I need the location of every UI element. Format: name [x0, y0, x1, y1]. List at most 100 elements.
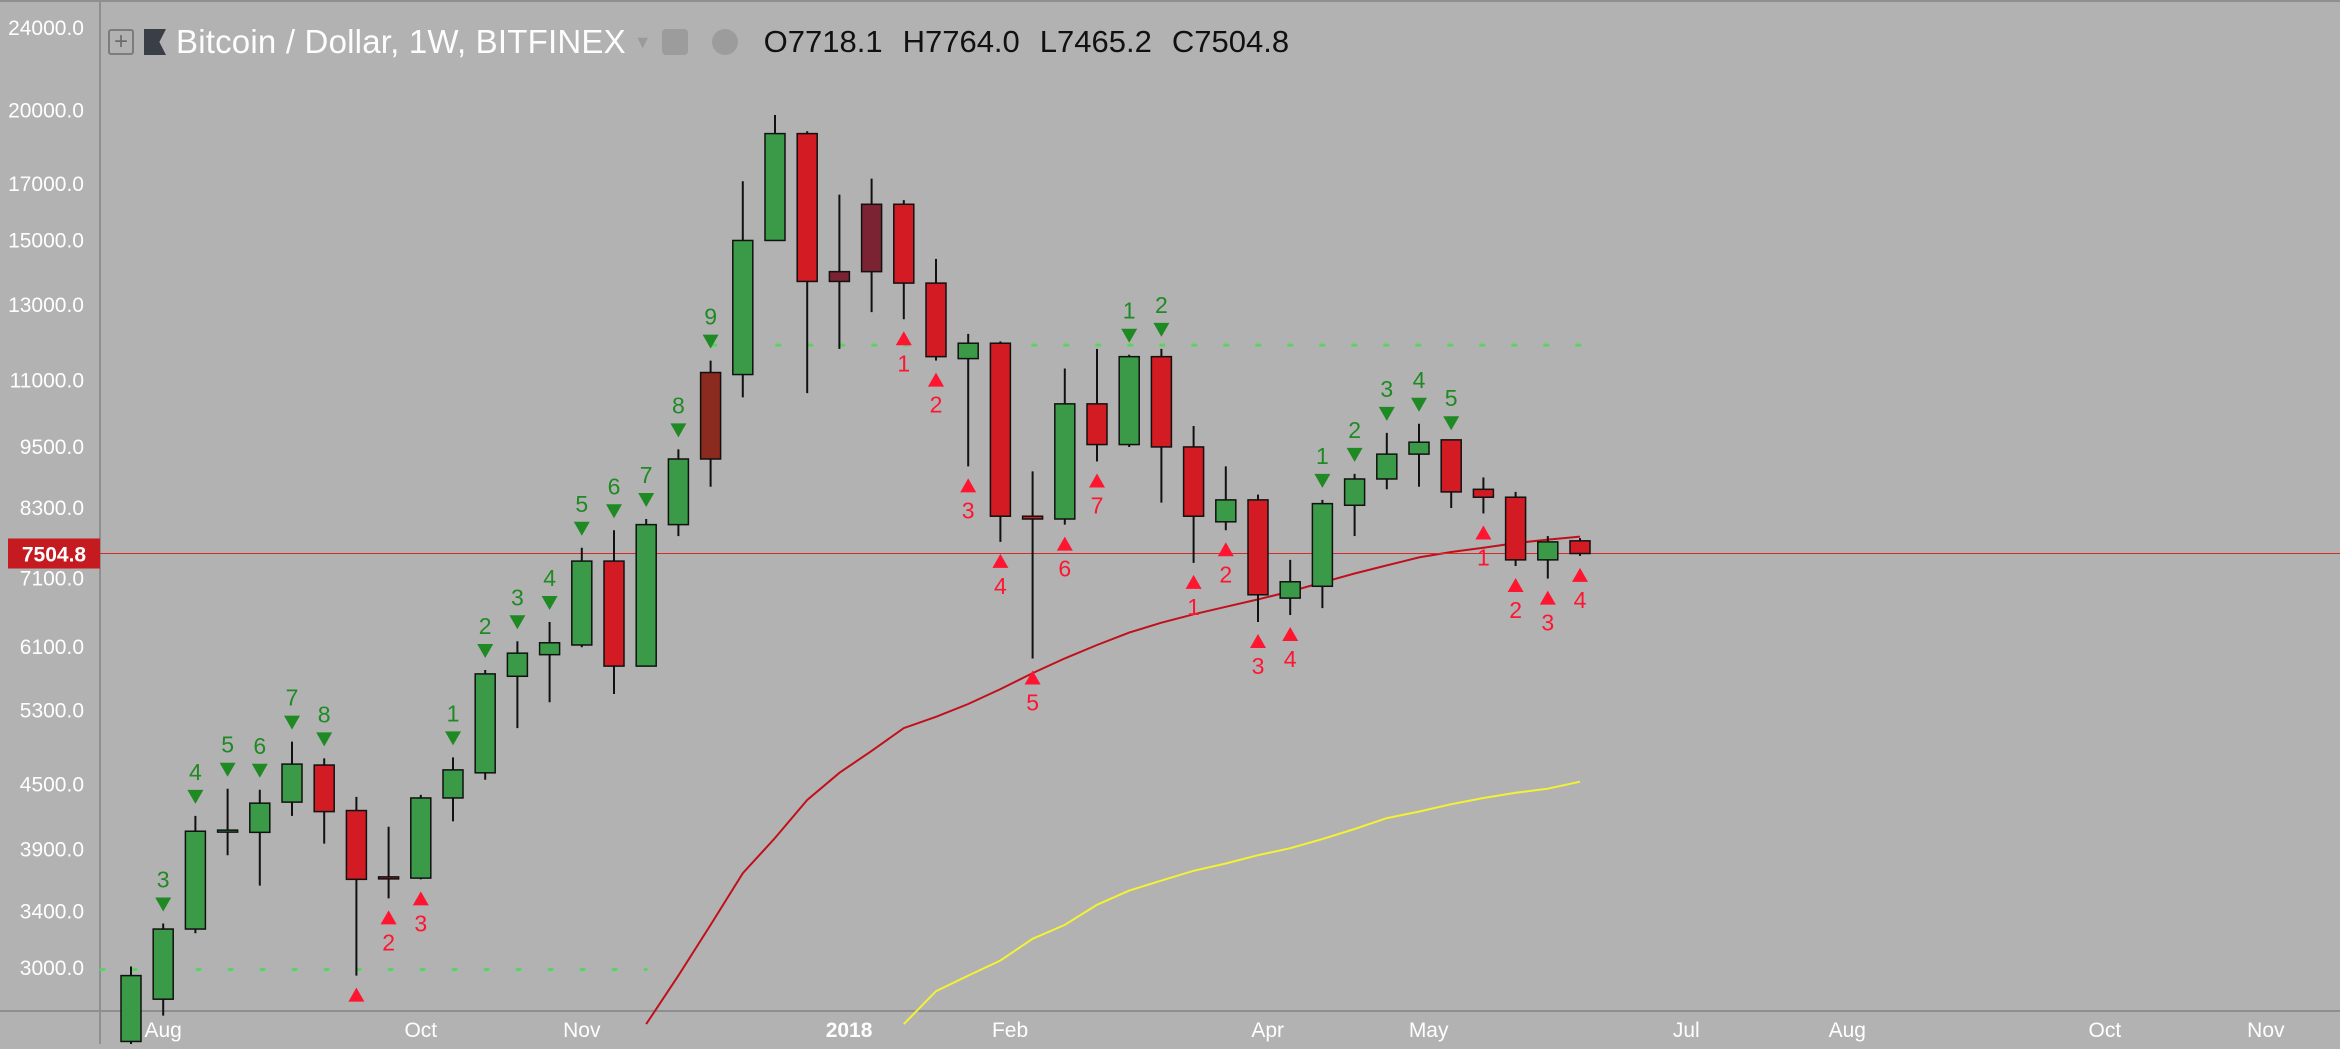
sell-setup-marker — [219, 762, 236, 777]
moving-average-yellow-line — [903, 780, 1581, 1025]
sell-setup-marker — [477, 643, 494, 658]
buy-setup-marker — [895, 331, 912, 346]
open-value: 7718.1 — [787, 24, 883, 59]
buy-setup-count: 3 — [1541, 610, 1554, 636]
x-tick-label: May — [1409, 1019, 1449, 1042]
open-label: O — [763, 24, 788, 59]
buy-setup-count: 1 — [1187, 594, 1200, 620]
sell-setup-marker — [187, 789, 204, 804]
candle-body — [1279, 581, 1301, 599]
candle-body — [377, 876, 400, 880]
sell-setup-marker — [316, 732, 333, 747]
sell-setup-marker — [1346, 447, 1363, 462]
y-tick-label: 9500.0 — [20, 436, 84, 459]
symbol-title[interactable]: Bitcoin / Dollar, 1W, BITFINEX — [176, 23, 626, 60]
buy-setup-count: 1 — [897, 350, 910, 376]
buy-setup-marker — [348, 987, 365, 1002]
buy-setup-count: 4 — [1574, 587, 1587, 613]
candle-body — [1086, 403, 1108, 446]
buy-setup-count: 3 — [1252, 653, 1265, 679]
chevron-down-icon[interactable]: ▼ — [633, 31, 652, 52]
low-readout: L7465.2 — [1040, 24, 1152, 60]
x-tick-label: Nov — [563, 1019, 601, 1042]
sell-setup-count: 3 — [1380, 376, 1393, 402]
sell-setup-marker — [1443, 416, 1460, 431]
candle-body — [1215, 499, 1237, 523]
x-tick-label: 2018 — [826, 1019, 873, 1042]
sell-setup-marker — [1153, 322, 1170, 337]
buy-setup-marker — [992, 553, 1009, 568]
candle-body — [152, 928, 174, 1000]
sell-setup-count: 9 — [704, 304, 717, 330]
sell-setup-count: 5 — [221, 732, 234, 758]
candle-body — [1537, 541, 1559, 561]
sell-setup-count: 4 — [189, 759, 202, 785]
sell-setup-marker — [1411, 397, 1427, 412]
sell-setup-count: 2 — [1155, 292, 1168, 318]
buy-setup-marker — [1056, 536, 1073, 551]
buy-setup-marker — [928, 372, 944, 387]
candle-body — [796, 132, 818, 283]
buy-setup-marker — [1089, 473, 1105, 488]
candle-body — [120, 974, 142, 1043]
sell-setup-count: 1 — [1316, 443, 1329, 469]
y-tick-label: 8300.0 — [20, 497, 84, 520]
candle-body — [1376, 453, 1398, 480]
buy-setup-marker — [1217, 542, 1234, 557]
candle-body — [474, 673, 496, 774]
high-value: 7764.0 — [924, 24, 1020, 59]
candle-body — [1569, 540, 1591, 555]
candle-body — [1247, 499, 1269, 596]
candle-body — [1118, 355, 1140, 446]
y-tick-label: 20000.0 — [8, 99, 84, 122]
sell-setup-marker — [606, 504, 622, 519]
buy-setup-marker — [412, 891, 429, 906]
sell-setup-count: 1 — [1123, 298, 1136, 324]
sell-setup-marker — [284, 715, 300, 730]
eye-icon[interactable] — [661, 29, 688, 55]
high-label: H — [902, 24, 925, 59]
current-price-label: 7504.8 — [22, 544, 87, 567]
candle-body — [281, 763, 303, 803]
collapse-icon[interactable]: + — [108, 29, 134, 55]
buy-setup-marker — [1282, 627, 1299, 642]
candle-body — [442, 769, 464, 799]
buy-setup-count: 7 — [1091, 492, 1104, 518]
candle-body — [764, 132, 786, 242]
sell-setup-count: 3 — [157, 867, 170, 893]
sell-setup-count: 8 — [672, 392, 685, 418]
buy-setup-count: 4 — [1284, 646, 1297, 672]
buy-setup-marker — [380, 910, 397, 925]
sell-setup-marker — [670, 423, 687, 438]
sell-setup-count: 3 — [511, 584, 524, 610]
buy-setup-marker — [1185, 574, 1202, 589]
sell-setup-count: 4 — [543, 565, 556, 591]
buy-setup-count: 5 — [1026, 689, 1039, 715]
candle-body — [957, 342, 979, 360]
sell-setup-marker — [573, 521, 590, 536]
sell-setup-marker — [509, 615, 526, 630]
close-value: 7504.8 — [1194, 24, 1290, 59]
low-label: L — [1039, 24, 1058, 59]
flag-icon[interactable] — [144, 29, 166, 55]
candle-body — [989, 342, 1012, 517]
x-tick-label: Nov — [2247, 1019, 2285, 1042]
candle-body — [893, 203, 915, 284]
x-tick-label: Feb — [992, 1019, 1028, 1042]
buy-setup-count: 1 — [1477, 544, 1490, 570]
gear-icon[interactable] — [711, 29, 738, 55]
candle-body — [506, 652, 529, 678]
candle-body — [313, 764, 335, 813]
buy-setup-count: 2 — [930, 392, 943, 418]
y-tick-label: 3400.0 — [20, 900, 84, 923]
candle-body — [410, 797, 432, 879]
candle-body — [925, 282, 947, 358]
buy-setup-count: 3 — [962, 497, 975, 523]
y-tick-label: 17000.0 — [8, 173, 84, 196]
candle-body — [828, 270, 851, 283]
candle-body — [1182, 446, 1205, 517]
buy-setup-count: 4 — [994, 573, 1007, 599]
candle-body — [732, 239, 754, 376]
